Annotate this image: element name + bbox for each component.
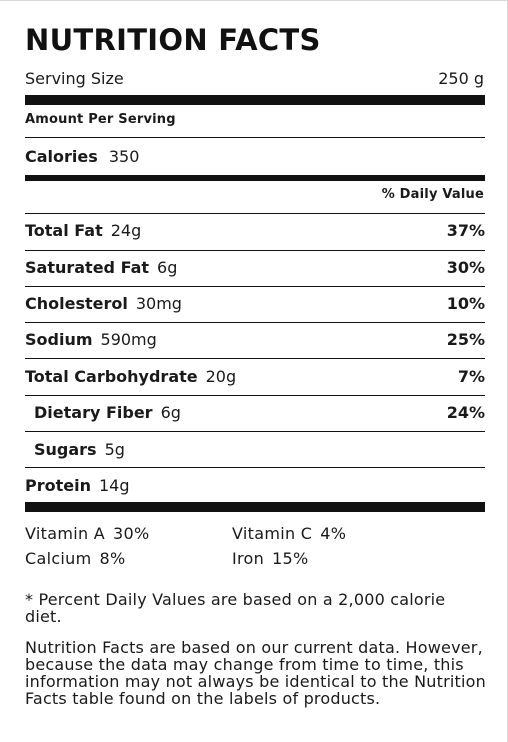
divider: [25, 467, 485, 468]
serving-size-value: 250 g: [438, 69, 484, 88]
nutrient-amount: 14g: [98, 476, 130, 495]
iron-item: Iron 15%: [232, 549, 309, 568]
medium-divider: [25, 175, 485, 181]
vitamin-a-item: Vitamin A 30%: [25, 524, 150, 543]
nutrient-percent: 24%: [446, 403, 485, 422]
nutrient-row-total-fat: Total Fat 24g 37%: [25, 221, 485, 243]
nutrition-facts-title: NUTRITION FACTS: [25, 23, 321, 57]
nutrient-amount: 6g: [157, 258, 178, 277]
divider: [25, 322, 485, 323]
nutrient-name: Dietary Fiber: [34, 403, 153, 422]
nutrient-percent: 25%: [446, 330, 485, 349]
nutrient-amount: 6g: [160, 403, 181, 422]
serving-size-label: Serving Size: [25, 69, 124, 88]
nutrient-name: Sodium: [25, 330, 93, 349]
thick-divider: [25, 95, 485, 105]
nutrient-percent: 7%: [457, 367, 485, 386]
calcium-item: Calcium 8%: [25, 549, 125, 568]
nutrient-name: Total Carbohydrate: [25, 367, 198, 386]
nutrient-name: Total Fat: [25, 221, 103, 240]
vitamin-value: 30%: [113, 524, 150, 543]
nutrient-row-saturated-fat: Saturated Fat 6g 30%: [25, 258, 485, 280]
calories-label: Calories: [25, 147, 98, 166]
nutrient-amount: 20g: [205, 367, 237, 386]
vitamin-value: 4%: [320, 524, 347, 543]
nutrient-amount: 30mg: [135, 294, 182, 313]
divider: [25, 431, 485, 432]
nutrient-percent: 10%: [446, 294, 485, 313]
vitamin-name: Vitamin C: [232, 524, 313, 543]
divider: [25, 358, 485, 359]
thick-divider: [25, 502, 485, 512]
divider: [25, 137, 485, 138]
calories-row: Calories 350: [25, 147, 139, 166]
divider: [25, 395, 485, 396]
nutrient-amount: 590mg: [100, 330, 157, 349]
nutrient-name: Saturated Fat: [25, 258, 150, 277]
daily-value-header: % Daily Value: [381, 187, 484, 202]
nutrient-name: Protein: [25, 476, 91, 495]
nutrient-row-cholesterol: Cholesterol 30mg 10%: [25, 294, 485, 316]
nutrient-name: Cholesterol: [25, 294, 128, 313]
nutrient-percent: 37%: [446, 221, 485, 240]
daily-value-footnote: * Percent Daily Values are based on a 2,…: [25, 590, 446, 626]
data-disclaimer: Nutrition Facts are based on our current…: [25, 638, 486, 708]
nutrient-row-dietary-fiber: Dietary Fiber 6g 24%: [25, 403, 485, 425]
nutrient-row-sodium: Sodium 590mg 25%: [25, 330, 485, 352]
nutrient-row-sugars: Sugars 5g: [25, 440, 485, 462]
nutrient-amount: 24g: [110, 221, 142, 240]
vitamin-name: Iron: [232, 549, 265, 568]
divider: [25, 213, 485, 214]
divider: [25, 250, 485, 251]
vitamin-value: 15%: [272, 549, 309, 568]
vitamin-c-item: Vitamin C 4%: [232, 524, 346, 543]
nutrient-row-protein: Protein 14g: [25, 476, 485, 498]
nutrient-name: Sugars: [34, 440, 97, 459]
divider: [25, 286, 485, 287]
vitamin-name: Vitamin A: [25, 524, 106, 543]
vitamin-value: 8%: [99, 549, 126, 568]
nutrient-percent: 30%: [446, 258, 485, 277]
calories-value: 350: [108, 147, 140, 166]
nutrient-amount: 5g: [104, 440, 125, 459]
nutrient-row-total-carbohydrate: Total Carbohydrate 20g 7%: [25, 367, 485, 389]
amount-per-serving-label: Amount Per Serving: [25, 112, 176, 127]
vitamin-name: Calcium: [25, 549, 92, 568]
